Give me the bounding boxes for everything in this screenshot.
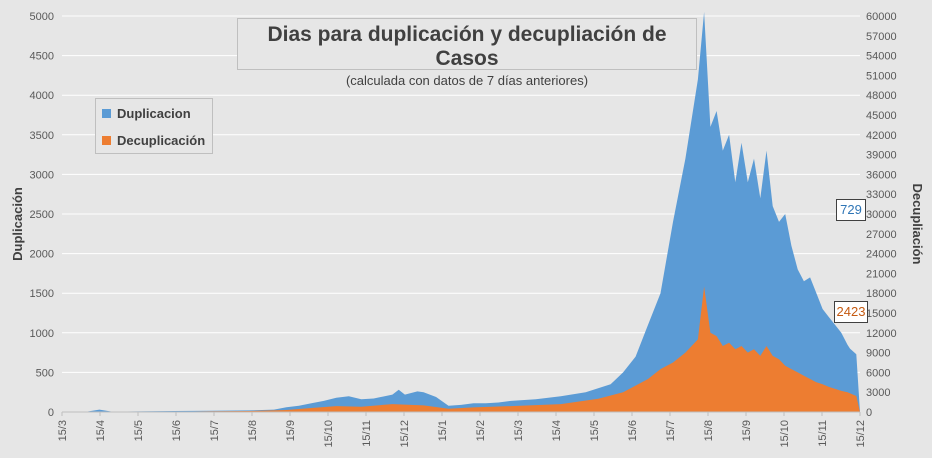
series-area-0 <box>62 12 860 412</box>
right-tick-label: 45000 <box>866 110 897 122</box>
x-tick-label: 15/11 <box>361 420 373 447</box>
right-tick-label: 60000 <box>866 11 897 23</box>
right-tick-label: 3000 <box>866 387 890 399</box>
legend-item-decuplicacion: Decuplicación <box>102 133 205 148</box>
left-tick-label: 5000 <box>30 11 54 23</box>
x-tick-label: 15/10 <box>779 420 791 448</box>
right-tick-label: 42000 <box>866 130 897 142</box>
legend-label-decuplicacion: Decuplicación <box>117 133 206 148</box>
left-tick-label: 500 <box>36 367 54 379</box>
right-tick-label: 30000 <box>866 209 897 221</box>
duplicacion-last-value-label: 729 <box>836 199 866 221</box>
series-area-1 <box>62 286 860 412</box>
right-tick-label: 18000 <box>866 288 897 300</box>
x-tick-label: 15/3 <box>513 420 525 441</box>
x-tick-label: 15/12 <box>399 420 411 448</box>
legend-swatch-decuplicacion <box>102 136 111 145</box>
right-tick-label: 0 <box>866 407 872 419</box>
left-tick-label: 2500 <box>30 209 54 221</box>
right-tick-label: 51000 <box>866 70 897 82</box>
right-tick-label: 15000 <box>866 308 897 320</box>
right-axis-title: Decupliación <box>910 184 925 265</box>
x-tick-label: 15/8 <box>247 420 259 441</box>
left-tick-label: 2000 <box>30 249 54 261</box>
right-tick-label: 39000 <box>866 150 897 162</box>
right-tick-label: 33000 <box>866 189 897 201</box>
x-tick-label: 15/5 <box>589 420 601 441</box>
chart-title: Dias para duplicación y decupliación de … <box>267 23 667 70</box>
right-tick-label: 24000 <box>866 249 897 261</box>
left-tick-label: 4500 <box>30 51 54 63</box>
series-areas <box>62 12 860 413</box>
left-tick-label: 3000 <box>30 169 54 181</box>
legend-swatch-duplicacion <box>102 109 111 118</box>
left-tick-label: 4000 <box>30 90 54 102</box>
x-tick-label: 15/8 <box>703 420 715 441</box>
chart-title-box: Dias para duplicación y decupliación de … <box>237 18 697 88</box>
x-tick-label: 15/5 <box>133 420 145 441</box>
x-tick-label: 15/2 <box>475 420 487 441</box>
right-tick-label: 9000 <box>866 348 890 360</box>
right-tick-label: 48000 <box>866 90 897 102</box>
right-tick-label: 54000 <box>866 51 897 63</box>
x-tick-label: 15/1 <box>437 420 449 441</box>
left-axis-title: Duplicación <box>10 187 25 261</box>
right-tick-label: 21000 <box>866 268 897 280</box>
left-tick-label: 3500 <box>30 130 54 142</box>
left-axis-ticks: 0 500 1000 1500 2000 2500 3000 3500 4000 4500 5000 <box>30 11 54 419</box>
right-tick-label: 36000 <box>866 169 897 181</box>
x-tick-label: 15/11 <box>817 420 829 447</box>
right-tick-label: 57000 <box>866 31 897 43</box>
right-tick-label: 12000 <box>866 328 897 340</box>
left-tick-label: 1000 <box>30 328 54 340</box>
legend-label-duplicacion: Duplicacion <box>117 106 191 121</box>
x-tick-label: 15/7 <box>665 420 677 441</box>
right-tick-label: 6000 <box>866 367 890 379</box>
legend: Duplicacion Decuplicación <box>95 98 213 154</box>
left-tick-label: 1500 <box>30 288 54 300</box>
x-tick-label: 15/6 <box>627 420 639 441</box>
decuplicacion-last-value-label: 2423 <box>834 301 868 323</box>
x-tick-label: 15/3 <box>57 420 69 441</box>
x-tick-label: 15/4 <box>551 420 563 441</box>
x-tick-label: 15/7 <box>209 420 221 441</box>
right-tick-label: 27000 <box>866 229 897 241</box>
chart-subtitle: (calculada con datos de 7 días anteriore… <box>345 73 589 88</box>
x-tick-label: 15/6 <box>171 420 183 441</box>
x-tick-label: 15/4 <box>95 420 107 441</box>
legend-item-duplicacion: Duplicacion <box>102 106 191 121</box>
x-tick-label: 15/9 <box>285 420 297 441</box>
left-tick-label: 0 <box>48 407 54 419</box>
x-tick-label: 15/12 <box>855 420 867 448</box>
x-tick-label: 15/10 <box>323 420 335 448</box>
x-axis-ticks: 15/3 15/4 15/5 15/6 15/7 15/8 15/9 15/10 15/11 15… <box>57 412 867 448</box>
right-axis-ticks: 0 3000 6000 9000 12000 15000 18000 21000 24000 27… <box>866 11 897 419</box>
x-tick-label: 15/9 <box>741 420 753 441</box>
